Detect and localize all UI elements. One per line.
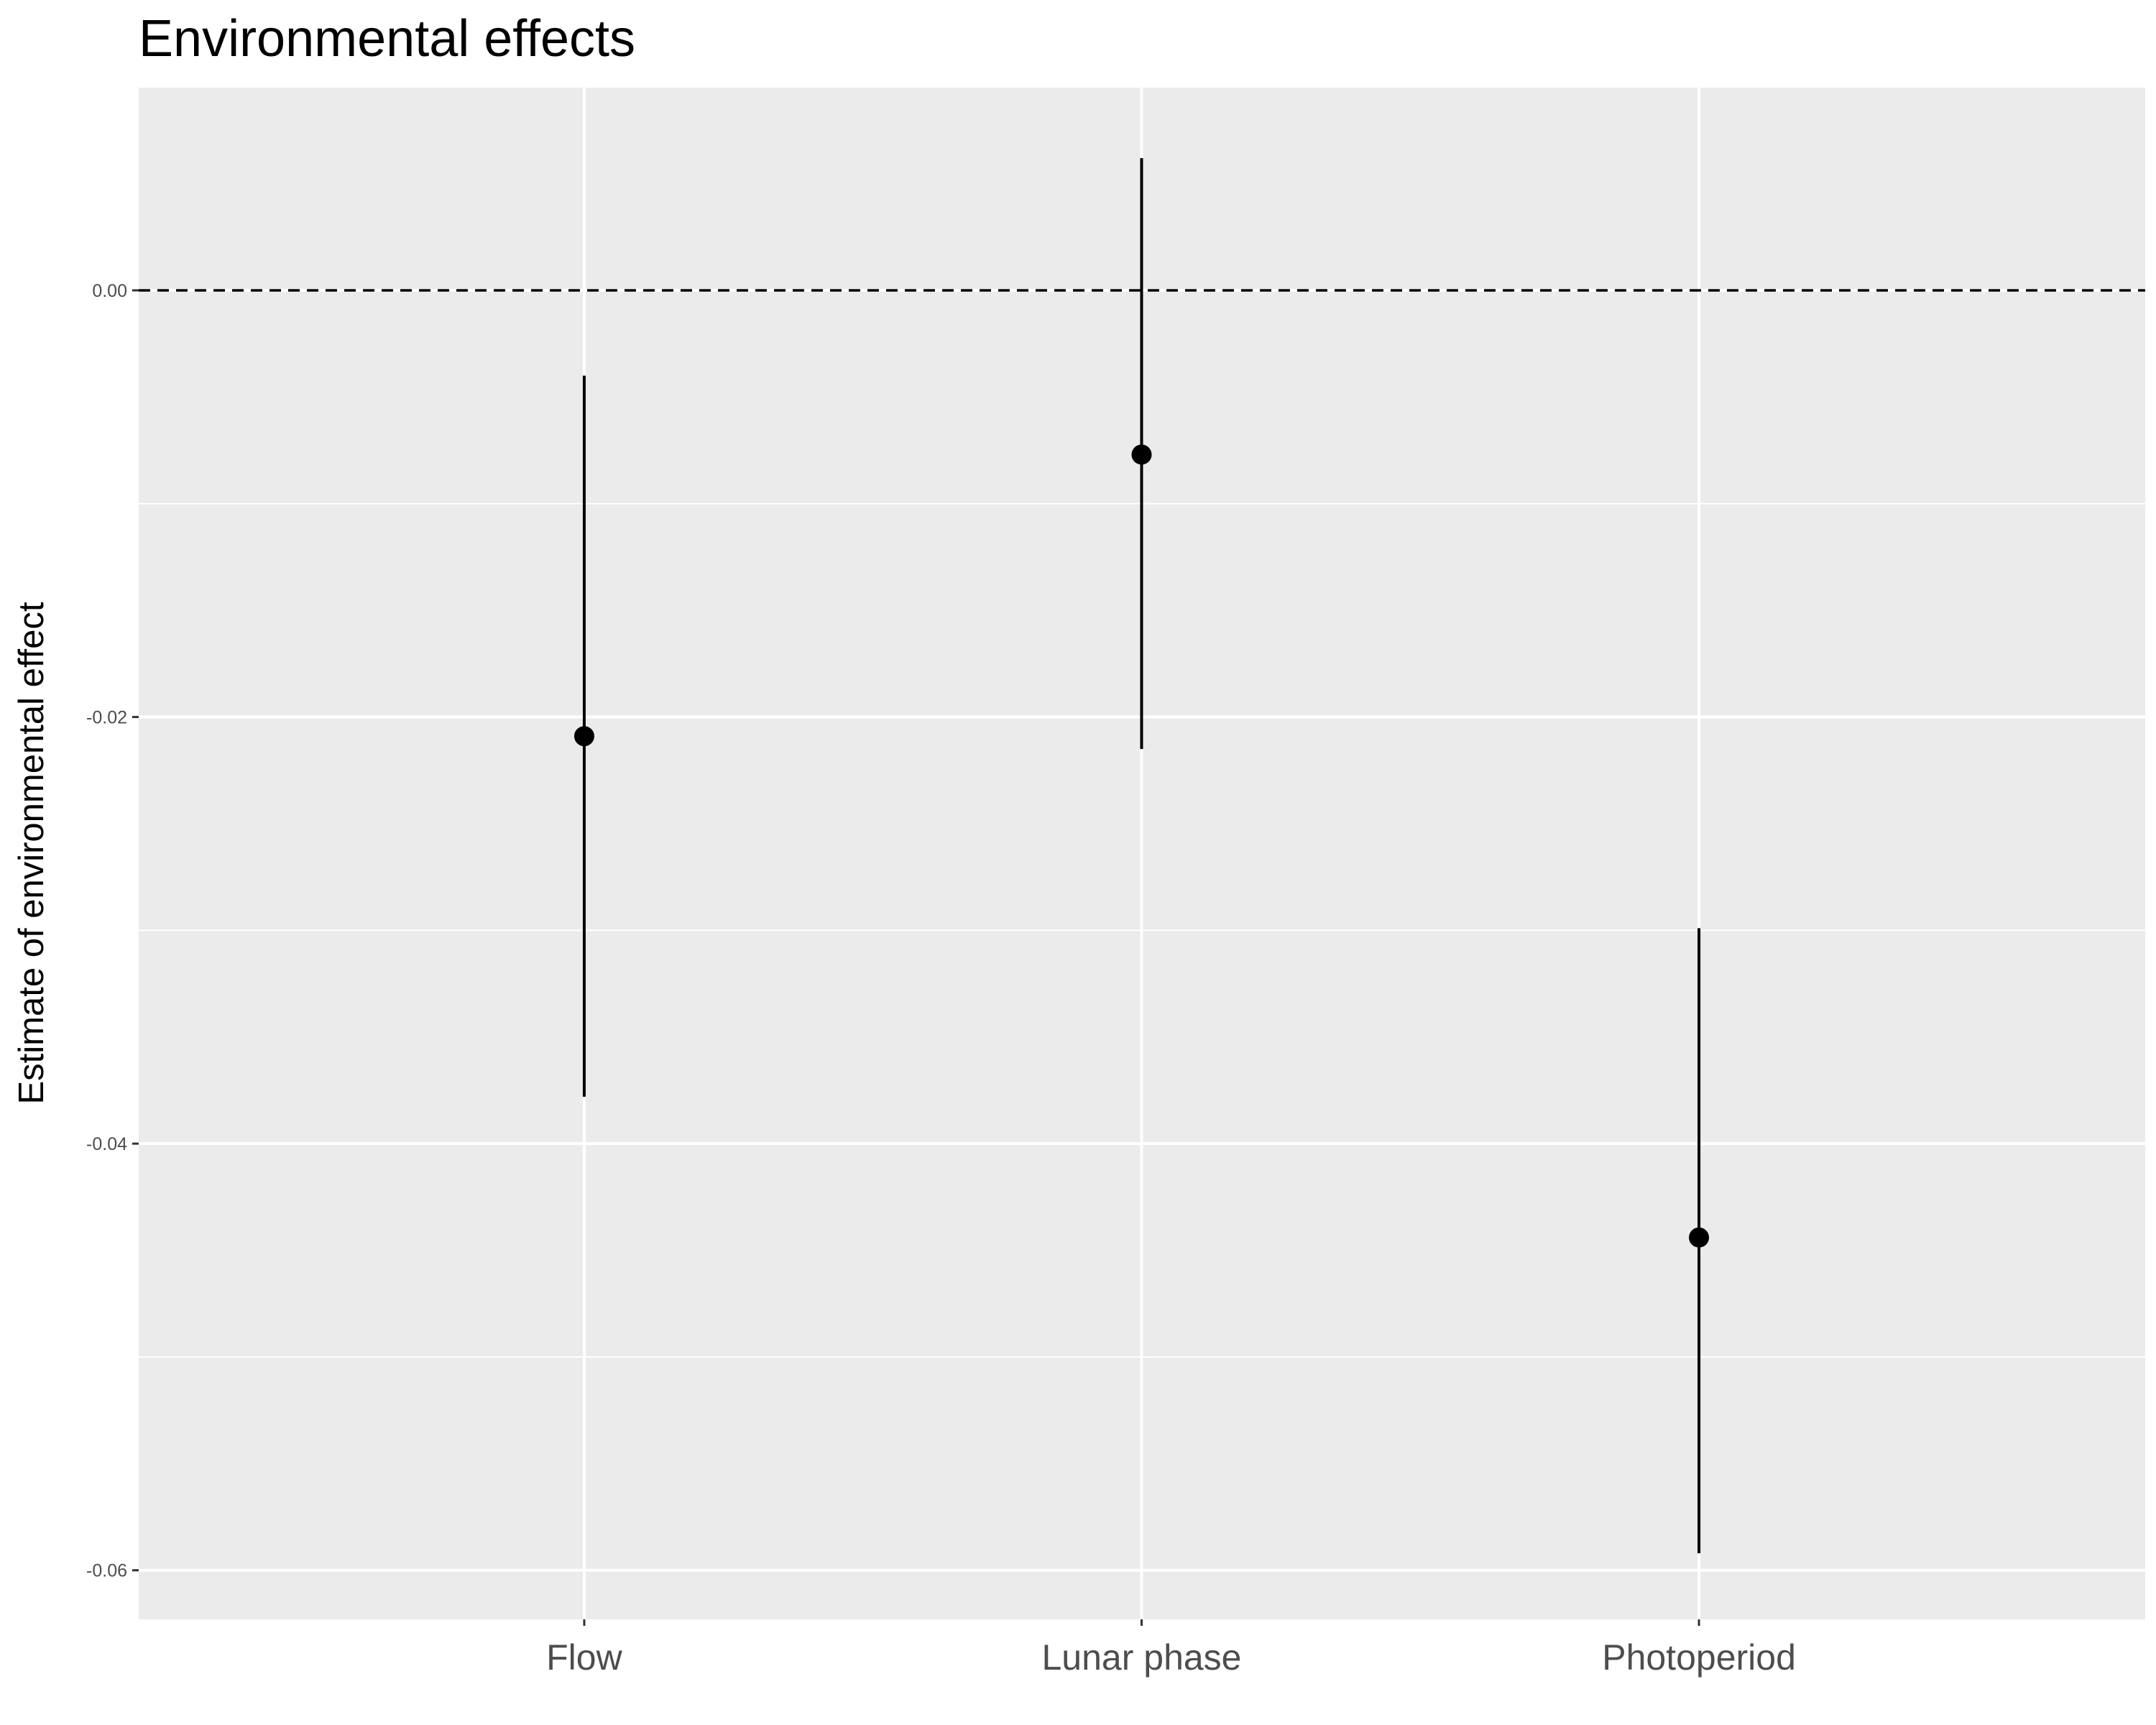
y-axis-label: Estimate of environmental effect	[12, 602, 51, 1104]
x-tick-label: Flow	[546, 1637, 622, 1678]
chart-title: Environmental effects	[139, 10, 635, 68]
estimate-point	[1131, 444, 1152, 465]
x-tick-label: Lunar phase	[1041, 1637, 1241, 1678]
y-tick-label: -0.02	[86, 708, 127, 728]
x-axis-ticks: Flow Lunar phase Photoperiod	[546, 1619, 1796, 1678]
y-axis-ticks: 0.00 -0.02 -0.04 -0.06	[86, 281, 139, 1581]
y-tick-label: -0.04	[86, 1134, 127, 1154]
x-tick-label: Photoperiod	[1602, 1637, 1796, 1678]
estimate-points	[573, 444, 1710, 1248]
y-tick-label: 0.00	[92, 281, 127, 301]
estimate-point	[573, 726, 594, 747]
y-tick-label: -0.06	[86, 1561, 127, 1581]
estimate-point	[1689, 1227, 1710, 1248]
